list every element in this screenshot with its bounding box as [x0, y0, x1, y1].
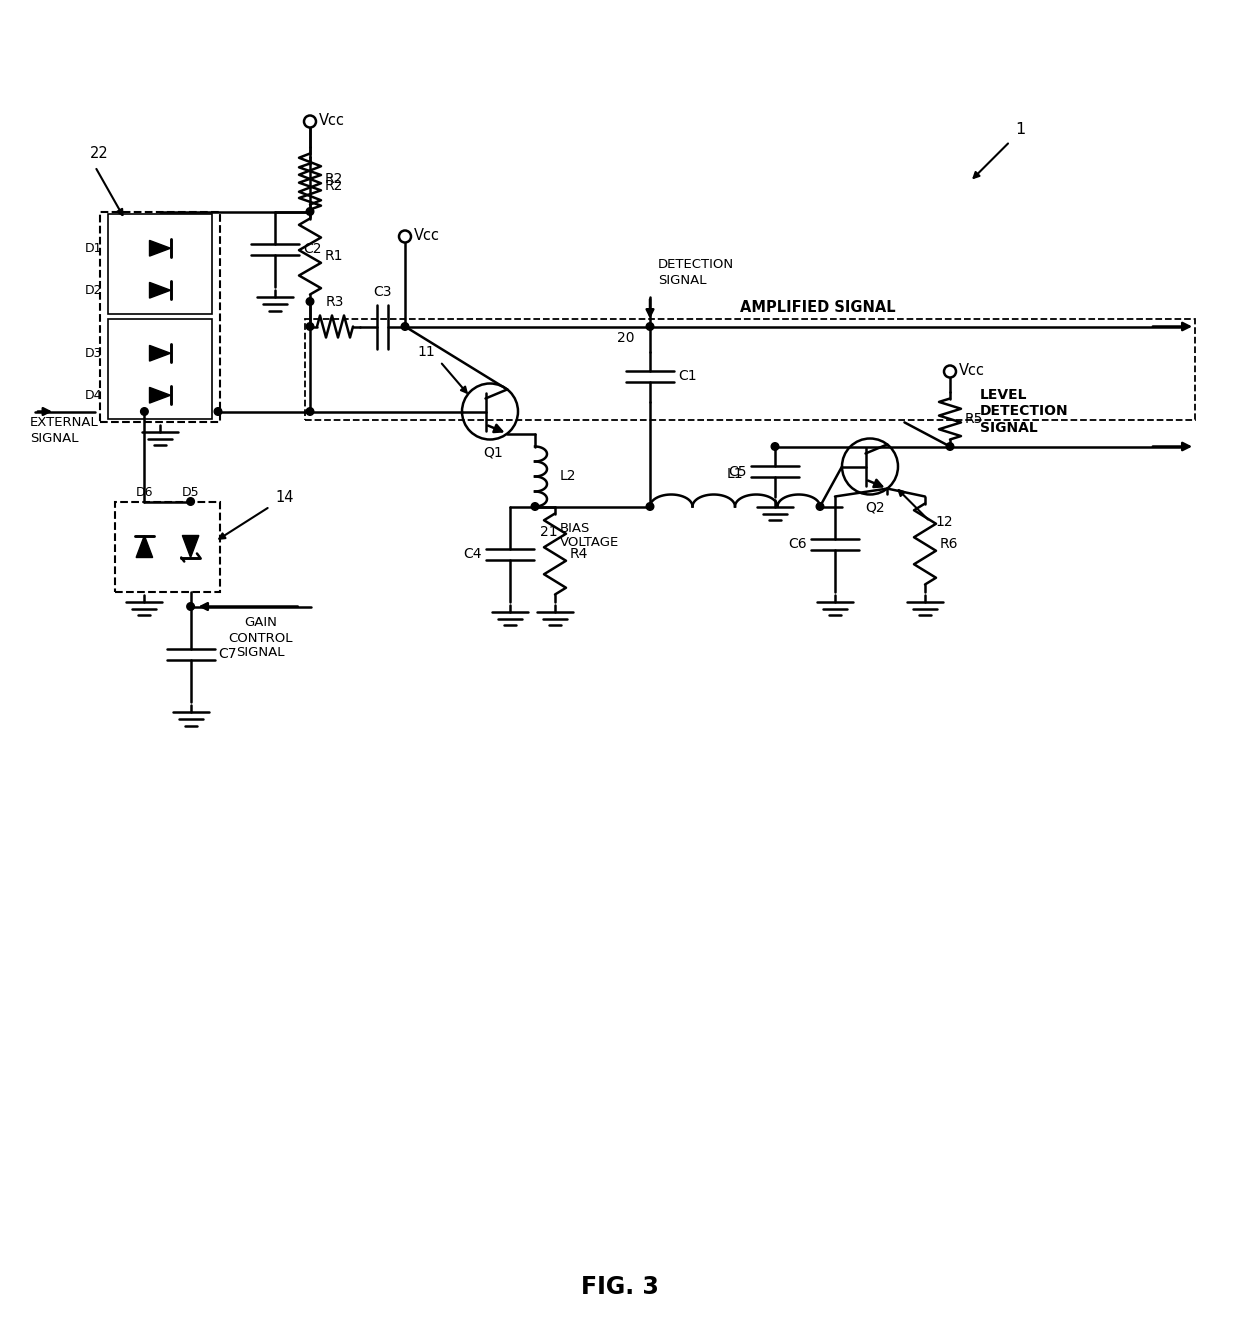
Text: Q2: Q2	[866, 501, 885, 514]
Text: Vcc: Vcc	[959, 363, 985, 377]
Text: 1: 1	[1016, 121, 1025, 137]
Circle shape	[816, 502, 823, 510]
Text: L1: L1	[727, 467, 743, 482]
Circle shape	[187, 603, 195, 610]
Circle shape	[646, 322, 653, 330]
Polygon shape	[150, 240, 171, 257]
Text: 14: 14	[275, 489, 294, 505]
Bar	[115, 501, 219, 591]
Text: C7: C7	[218, 647, 237, 661]
Text: C6: C6	[789, 537, 807, 551]
Circle shape	[215, 408, 222, 415]
Text: R6: R6	[940, 537, 959, 551]
Circle shape	[402, 322, 409, 330]
Text: R2: R2	[325, 180, 343, 193]
Text: 21: 21	[539, 525, 558, 539]
Text: 12: 12	[935, 516, 952, 529]
Polygon shape	[150, 282, 171, 298]
Text: D3: D3	[84, 346, 102, 360]
Text: AMPLIFIED SIGNAL: AMPLIFIED SIGNAL	[740, 299, 895, 314]
Text: Vcc: Vcc	[414, 228, 440, 243]
Text: 20: 20	[618, 332, 635, 345]
Polygon shape	[150, 387, 171, 403]
Text: C4: C4	[464, 547, 482, 561]
Text: D6: D6	[135, 486, 154, 500]
Text: FIG. 3: FIG. 3	[582, 1275, 658, 1299]
Polygon shape	[150, 345, 171, 361]
Text: GAIN
CONTROL
SIGNAL: GAIN CONTROL SIGNAL	[228, 616, 293, 659]
Text: D2: D2	[84, 283, 102, 297]
Text: 22: 22	[91, 146, 109, 161]
Bar	[108, 320, 212, 419]
Circle shape	[306, 322, 314, 330]
Text: C5: C5	[729, 465, 746, 478]
Text: R2: R2	[325, 172, 343, 185]
Text: R4: R4	[570, 547, 588, 561]
Circle shape	[306, 208, 314, 215]
Text: 11: 11	[417, 345, 435, 360]
Text: D5: D5	[182, 486, 200, 500]
Polygon shape	[182, 536, 198, 557]
Text: R3: R3	[326, 295, 345, 309]
Circle shape	[531, 502, 539, 510]
Text: D1: D1	[84, 242, 102, 255]
Text: R1: R1	[325, 250, 343, 263]
Circle shape	[771, 443, 779, 450]
Polygon shape	[136, 536, 153, 557]
Bar	[305, 318, 1195, 419]
Text: BIAS
VOLTAGE: BIAS VOLTAGE	[560, 521, 619, 549]
Circle shape	[946, 443, 954, 450]
Bar	[108, 215, 212, 313]
Text: DETECTION
SIGNAL: DETECTION SIGNAL	[658, 258, 734, 286]
Text: EXTERNAL
SIGNAL: EXTERNAL SIGNAL	[30, 416, 99, 445]
Bar	[100, 211, 219, 422]
Text: Vcc: Vcc	[319, 113, 345, 128]
Text: R5: R5	[965, 412, 983, 426]
Text: D4: D4	[84, 388, 102, 402]
Circle shape	[187, 498, 195, 505]
Circle shape	[306, 408, 314, 415]
Text: C2: C2	[303, 242, 321, 257]
Circle shape	[306, 298, 314, 305]
Text: L2: L2	[560, 470, 577, 483]
Circle shape	[140, 408, 149, 415]
Text: C1: C1	[678, 369, 697, 384]
Circle shape	[646, 502, 653, 510]
Text: Q1: Q1	[484, 446, 503, 459]
Text: C3: C3	[373, 286, 392, 299]
Text: LEVEL
DETECTION
SIGNAL: LEVEL DETECTION SIGNAL	[980, 388, 1069, 435]
